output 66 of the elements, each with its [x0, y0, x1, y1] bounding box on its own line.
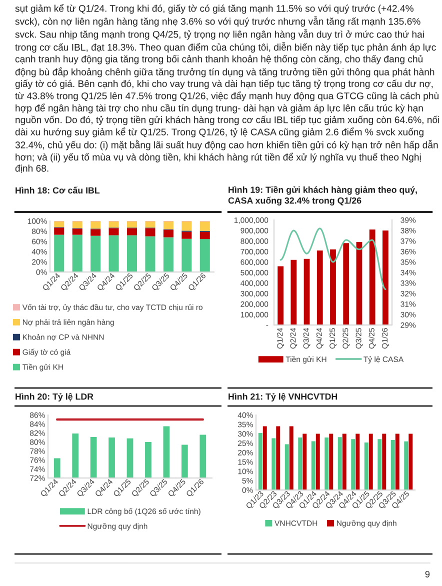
chart-title: Hình 19: Tiền gửi khách hàng giảm theo quý, CASA xuống 32.4% trong Q1/26 [228, 186, 417, 206]
bar [90, 236, 101, 272]
bar [395, 434, 400, 490]
bar [163, 230, 174, 238]
bar [311, 441, 316, 490]
bar [298, 438, 302, 490]
bar [182, 222, 192, 231]
bar [356, 434, 360, 490]
bar [126, 228, 138, 236]
bar [163, 237, 174, 272]
bar [258, 433, 262, 490]
bar [54, 234, 64, 272]
bar [329, 434, 334, 490]
bar [182, 238, 192, 272]
bar [368, 434, 373, 490]
bar [72, 228, 82, 235]
bar [108, 228, 119, 236]
bar [278, 266, 284, 325]
bar [408, 434, 413, 490]
bar [342, 434, 346, 490]
bar [145, 236, 156, 272]
bar [378, 439, 382, 490]
bar [302, 434, 307, 490]
bar [284, 444, 289, 490]
bar [200, 239, 210, 272]
bar [382, 434, 386, 490]
bar [108, 235, 119, 272]
bar [126, 222, 138, 228]
bar [145, 228, 156, 236]
bar [356, 242, 362, 325]
bar [330, 249, 336, 325]
bar [145, 222, 156, 228]
bar [72, 222, 82, 228]
bar [163, 222, 174, 230]
bar [338, 437, 342, 490]
bar [316, 250, 323, 325]
bar [382, 230, 388, 325]
bar [289, 426, 294, 490]
chart-title: Hình 21: Tỷ lệ VNHCVTDH [228, 393, 338, 402]
bar [390, 440, 395, 490]
bar [364, 442, 368, 490]
chart-title: Hình 18: Cơ cấu IBL [16, 186, 100, 194]
bar [290, 260, 297, 325]
bar [351, 439, 356, 490]
bar [200, 232, 210, 240]
bar [54, 222, 64, 228]
bar [316, 434, 320, 490]
bar [276, 426, 280, 490]
bar [262, 426, 267, 490]
bar [72, 234, 82, 272]
text: 9 [425, 570, 430, 578]
bar [200, 222, 210, 231]
bar [182, 232, 192, 239]
bar [54, 228, 64, 235]
bar [272, 438, 276, 490]
bar [343, 243, 350, 325]
bar [108, 222, 119, 228]
bar [90, 229, 101, 236]
text: sụt giảm kể từ Q1/24. Trong khi đó, giấy tờ có giá tăng mạnh 11.5% so với quý trước (+42.4% svck), còn nợ liên ngân hàng tăng nhẹ 3.6% so với quý trước nhưng vẫn tăng rất mạnh 135.6% svck. Sau nhịp tăng mạnh trong Q4/25, tỷ trọng nợ liên ngân hàng vẫn duy trì ở mức cao thứ hai trong cơ cấu IBL, đạt 18.3%. Theo quan điểm của chúng tôi, diễn biến này tiếp tục phản ánh áp lực cạnh tranh huy động gia tăng trong bối cảnh thanh khoản hệ thống còn căng, cho thấy đang chủ động bù đắp khoảng chênh giữa tăng trưởng tín dụng và tăng trưởng tiền gửi thông qua phát hành giấy tờ có giá. Bên cạnh đó, khi cho vay trung và dài hạn tiếp tục tăng tỷ trọng trong cơ cấu dư nợ, từ 43.8% trong Q1/25 lên 47.5% trong Q1/26, việc đẩy mạnh huy động qua GTCG cũng là cách phù hợp để ngân hàng tài trợ cho nhu cầu tín dụng trung- dài hạn và giảm áp lực lên cấu trúc kỳ hạn nguồn vốn. Do đó, tỷ trọng tiền gửi khách hàng trong cơ cấu IBL tiếp tục giảm xuống còn 64.6%, nối dài xu hướng suy giảm kể từ Q1/25. Trong Q1/26, tỷ lệ CASA cũng giảm 2.6 điểm % svck xuống 32.4%, chủ yếu do: (i) mặt bằng lãi suất huy động cao hơn khiến tiền gửi có kỳ hạn trở nên hấp dẫn hơn; và (ii) yếu tố mùa vụ và dòng tiền, khi khách hàng rút tiền để xử lý nghĩa vụ thuế theo Nghị định 68. [15, 4, 440, 174]
bar [404, 441, 408, 490]
bar [324, 438, 329, 490]
bar [304, 258, 310, 325]
bar [126, 235, 138, 272]
bar [369, 229, 376, 325]
chart-title: Hình 20: Tỷ lệ LDR [16, 393, 94, 402]
bar [90, 222, 101, 229]
